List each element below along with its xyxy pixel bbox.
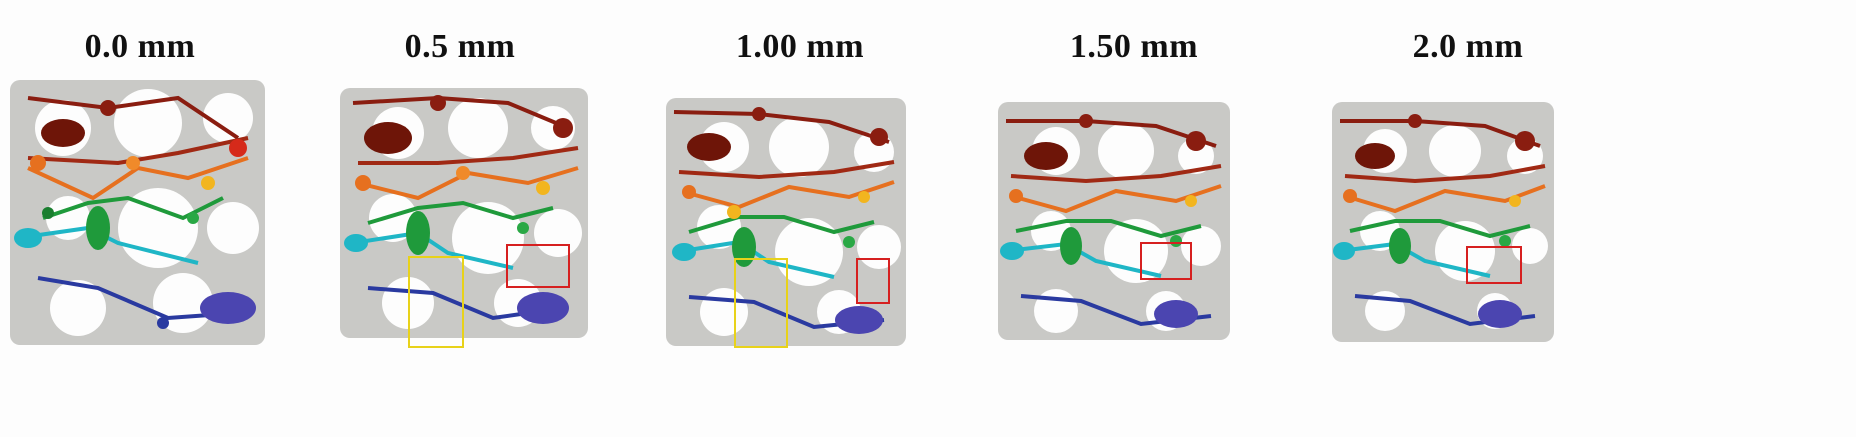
skeleton-nodes [672,107,888,334]
skeleton-graph [17,95,249,321]
trabecular-render [666,98,906,346]
skeleton-graph [1339,119,1546,327]
skeleton-nodes [14,100,256,329]
yellow-highlight-box [408,256,464,348]
trabecular-render [998,102,1230,340]
red-highlight-box [1466,246,1522,284]
red-highlight-box [1140,242,1192,280]
panel-title: 1.50 mm [1069,28,1199,65]
skeleton-nodes [1333,114,1535,328]
yellow-highlight-box [734,258,788,348]
panel-title: 2.0 mm [1412,28,1524,65]
panel-title: 1.00 mm [735,28,865,65]
trabecular-render [340,88,588,338]
red-highlight-box [856,258,890,304]
red-highlight-box [506,244,570,288]
skeleton-nodes [344,95,573,324]
trabecular-render [1332,102,1554,342]
skeleton-nodes [1000,114,1206,328]
panel-title: 0.0 mm [84,28,196,65]
trabecular-render [10,80,265,345]
panel-title: 0.5 mm [404,28,516,65]
